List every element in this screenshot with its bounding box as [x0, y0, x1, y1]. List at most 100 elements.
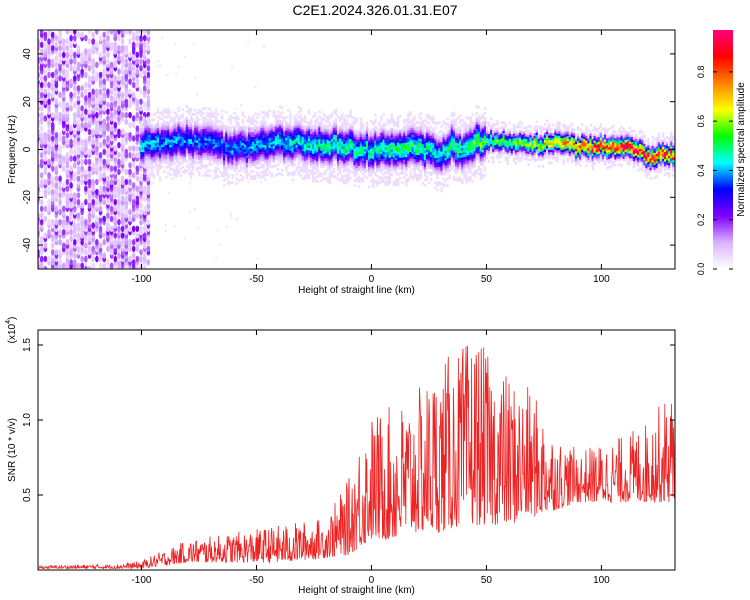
- heatmap-cell: [343, 174, 346, 178]
- heatmap-cell: [237, 150, 240, 154]
- heatmap-cell: [297, 170, 300, 174]
- heatmap-cell: [401, 150, 404, 153]
- heatmap-cell: [376, 169, 379, 173]
- heatmap-cell: [336, 158, 340, 162]
- heatmap-cell: [386, 163, 389, 167]
- heatmap-cell: [281, 168, 284, 172]
- heatmap-cell: [142, 265, 147, 269]
- heatmap-cell: [351, 123, 354, 126]
- heatmap-cell: [194, 134, 197, 138]
- heatmap-cell: [237, 126, 240, 130]
- heatmap-cell: [163, 146, 166, 150]
- heatmap-cell: [185, 126, 189, 130]
- heatmap-cell: [326, 146, 329, 150]
- heatmap-cell: [65, 101, 70, 109]
- heatmap-cell: [154, 145, 158, 148]
- heatmap-cell: [432, 118, 435, 122]
- heatmap-cell: [117, 178, 121, 186]
- heatmap-cell: [396, 139, 400, 143]
- heatmap-cell: [102, 38, 107, 45]
- heatmap-cell: [225, 225, 228, 228]
- heatmap-cell: [349, 153, 352, 156]
- heatmap-cell: [338, 128, 342, 132]
- heatmap-cell: [268, 157, 272, 160]
- heatmap-cell: [167, 160, 170, 163]
- heatmap-cell: [307, 142, 311, 146]
- heatmap-cell: [109, 111, 114, 119]
- heatmap-cell: [287, 147, 290, 150]
- heatmap-cell: [144, 132, 147, 136]
- heatmap-cell: [425, 159, 429, 162]
- heatmap-cell: [403, 154, 406, 158]
- heatmap-cell: [173, 121, 176, 124]
- heatmap-cell: [454, 123, 458, 127]
- heatmap-cell: [223, 157, 226, 161]
- heatmap-cell: [254, 112, 257, 116]
- heatmap-cell: [237, 122, 240, 125]
- heatmap-cell: [202, 138, 205, 142]
- heatmap-cell: [299, 128, 303, 132]
- heatmap-cell: [256, 126, 259, 129]
- heatmap-cell: [163, 125, 166, 128]
- heatmap-cell: [370, 119, 373, 123]
- heatmap-cell: [312, 180, 315, 183]
- heatmap-cell: [249, 129, 253, 133]
- heatmap-cell: [187, 165, 191, 168]
- heatmap-cell: [200, 155, 203, 158]
- heatmap-cell: [95, 111, 99, 119]
- heatmap-cell: [58, 131, 62, 139]
- heatmap-cell: [258, 137, 261, 141]
- heatmap-cell: [427, 157, 431, 161]
- heatmap-cell: [423, 119, 427, 122]
- heatmap-cell: [281, 140, 284, 143]
- heatmap-cell: [328, 181, 332, 185]
- heatmap-cell: [430, 171, 433, 174]
- heatmap-cell: [262, 154, 265, 157]
- heatmap-cell: [167, 155, 170, 159]
- heatmap-cell: [357, 177, 360, 181]
- heatmap-cell: [442, 151, 445, 154]
- heatmap-cell: [386, 154, 389, 157]
- heatmap-cell: [314, 112, 317, 115]
- heatmap-cell: [241, 166, 245, 170]
- heatmap-cell: [185, 165, 189, 168]
- heatmap-cell: [326, 115, 329, 119]
- heatmap-cell: [326, 153, 329, 157]
- heatmap-cell: [334, 134, 338, 138]
- heatmap-cell: [316, 170, 319, 174]
- heatmap-cell: [450, 114, 454, 118]
- heatmap-cell: [341, 124, 344, 128]
- heatmap-cell: [54, 34, 59, 42]
- heatmap-cell: [403, 128, 406, 131]
- heatmap-cell: [442, 132, 445, 135]
- heatmap-cell: [359, 134, 363, 138]
- heatmap-cell: [120, 30, 125, 35]
- heatmap-cell: [341, 117, 344, 121]
- heatmap-cell: [446, 160, 449, 164]
- heatmap-cell: [214, 123, 218, 126]
- heatmap-cell: [450, 126, 454, 130]
- heatmap-cell: [160, 144, 164, 147]
- heatmap-cell: [415, 135, 418, 139]
- heatmap-cell: [216, 148, 220, 152]
- heatmap-cell: [281, 142, 284, 146]
- heatmap-cell: [376, 184, 379, 187]
- heatmap-cell: [254, 136, 257, 140]
- heatmap-cell: [260, 139, 263, 143]
- heatmap-cell: [61, 182, 66, 189]
- heatmap-cell: [202, 157, 205, 161]
- heatmap-cell: [160, 158, 164, 162]
- heatmap-cell: [415, 178, 418, 182]
- heatmap-cell: [322, 151, 325, 154]
- heatmap-cell: [421, 141, 425, 145]
- heatmap-cell: [425, 125, 429, 129]
- heatmap-cell: [307, 162, 311, 165]
- heatmap-cell: [245, 143, 249, 146]
- heatmap-cell: [297, 137, 300, 140]
- heatmap-cell: [398, 131, 402, 135]
- heatmap-cell: [427, 148, 431, 151]
- heatmap-cell: [154, 142, 158, 146]
- heatmap-cell: [341, 148, 344, 152]
- heatmap-cell: [210, 134, 214, 137]
- heatmap-cell: [448, 157, 452, 161]
